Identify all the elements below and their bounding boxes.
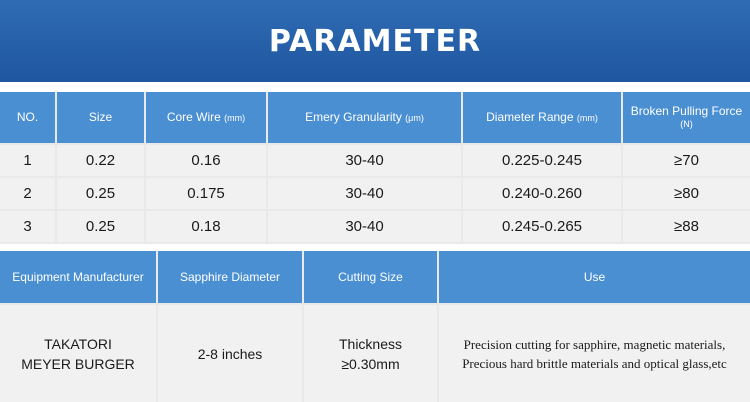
table1-cell: ≥80 <box>674 185 699 202</box>
table1-header-no-label: NO. <box>16 110 39 124</box>
table1-header-core-wire: Core Wire (mm) <box>146 92 266 143</box>
table1-cell: 0.16 <box>191 152 221 169</box>
table1-cell: 0.22 <box>85 152 116 169</box>
table2-manufacturer-line1: TAKATORI <box>44 335 112 352</box>
table1-header-emery-granularity: Emery Granularity (μm) <box>268 92 461 143</box>
table1-row3-core-wire: 0.18 <box>146 211 266 242</box>
table1-row3-broken-force: ≥88 <box>623 211 750 242</box>
table2-cell-use: Precision cutting for sapphire, magnetic… <box>439 305 750 402</box>
table1-cell: 0.240-0.260 <box>501 185 583 202</box>
table1-cell: ≥70 <box>674 152 699 169</box>
table1-cell: 30-40 <box>345 218 384 235</box>
table1-row2-diameter-range: 0.240-0.260 <box>463 178 621 209</box>
table2-header-cutting-size-label: Cutting Size <box>338 269 403 284</box>
table1-header-diameter-range: Diameter Range (mm) <box>463 92 621 143</box>
table1-row3-emery: 30-40 <box>268 211 461 242</box>
table1-header-broken-pulling-force: Broken Pulling Force (N) <box>623 92 750 143</box>
table2-header-use-label: Use <box>583 269 606 284</box>
table1-row3-size: 0.25 <box>57 211 144 242</box>
table1-cell: 3 <box>23 218 32 235</box>
table1-row1-no: 1 <box>0 145 55 176</box>
table2-header-cutting-size: Cutting Size <box>304 251 437 303</box>
table2-header-manufacturer-label: Equipment Manufacturer <box>12 269 144 284</box>
table1-header-emery-unit: (μm) <box>405 112 424 123</box>
table1-cell: 30-40 <box>345 152 384 169</box>
table1-row3-no: 3 <box>0 211 55 242</box>
table1-header-diameter-range-unit: (mm) <box>576 112 598 123</box>
table1-header-broken-force-unit: (N) <box>680 118 693 129</box>
table2-header-sapphire-diameter-label: Sapphire Diameter <box>179 269 281 284</box>
table1-header-size-label: Size <box>88 110 113 124</box>
parameter-banner: PARAMETER <box>0 0 750 82</box>
table1-header-core-wire-label: Core Wire <box>166 109 221 124</box>
page-title: PARAMETER <box>268 23 482 59</box>
table2-sapphire-diameter-value: 2-8 inches <box>197 345 263 362</box>
table2-header-sapphire-diameter: Sapphire Diameter <box>158 251 302 303</box>
table1-cell: 0.25 <box>85 185 116 202</box>
table1-row1-broken-force: ≥70 <box>623 145 750 176</box>
table1-cell: 2 <box>23 185 32 202</box>
table2-cell-cutting-size: Thickness ≥0.30mm <box>304 305 437 402</box>
table1-cell: ≥88 <box>674 218 699 235</box>
table1-cell: 30-40 <box>345 185 384 202</box>
table1-cell: 0.18 <box>191 218 221 235</box>
table1-header-emery-label: Emery Granularity <box>305 109 402 124</box>
table1-row1-emery: 30-40 <box>268 145 461 176</box>
table1-cell: 0.175 <box>187 185 225 202</box>
table2-cutting-size-line1: Thickness <box>338 335 403 352</box>
table2-cutting-size-line2: ≥0.30mm <box>341 355 400 372</box>
table1-row2-core-wire: 0.175 <box>146 178 266 209</box>
table1-header-core-wire-unit: (mm) <box>224 112 246 123</box>
table1-row2-broken-force: ≥80 <box>623 178 750 209</box>
table1-row1-diameter-range: 0.225-0.245 <box>463 145 621 176</box>
table1-row2-size: 0.25 <box>57 178 144 209</box>
table1-row1-core-wire: 0.16 <box>146 145 266 176</box>
table1-cell: 0.225-0.245 <box>501 152 583 169</box>
table1-header-diameter-range-label: Diameter Range <box>486 109 574 124</box>
table1-header-size: Size <box>57 92 144 143</box>
table2-use-line1: Precision cutting for sapphire, magnetic… <box>463 336 726 352</box>
table1-header-no: NO. <box>0 92 55 143</box>
table2-manufacturer-line2: MEYER BURGER <box>21 355 135 372</box>
table2-header-manufacturer: Equipment Manufacturer <box>0 251 156 303</box>
table2-cell-sapphire-diameter: 2-8 inches <box>158 305 302 402</box>
table1-cell: 0.245-0.265 <box>501 218 583 235</box>
table1-cell: 1 <box>23 152 32 169</box>
table1-row2-no: 2 <box>0 178 55 209</box>
table2-use-line2: Precious hard brittle materials and opti… <box>462 355 727 371</box>
table1-row2-emery: 30-40 <box>268 178 461 209</box>
table1-header-broken-force-label: Broken Pulling Force <box>630 103 743 118</box>
table2-cell-manufacturer: TAKATORI MEYER BURGER <box>0 305 156 402</box>
table1-row3-diameter-range: 0.245-0.265 <box>463 211 621 242</box>
table1-row1-size: 0.22 <box>57 145 144 176</box>
table1-cell: 0.25 <box>85 218 116 235</box>
table2-header-use: Use <box>439 251 750 303</box>
